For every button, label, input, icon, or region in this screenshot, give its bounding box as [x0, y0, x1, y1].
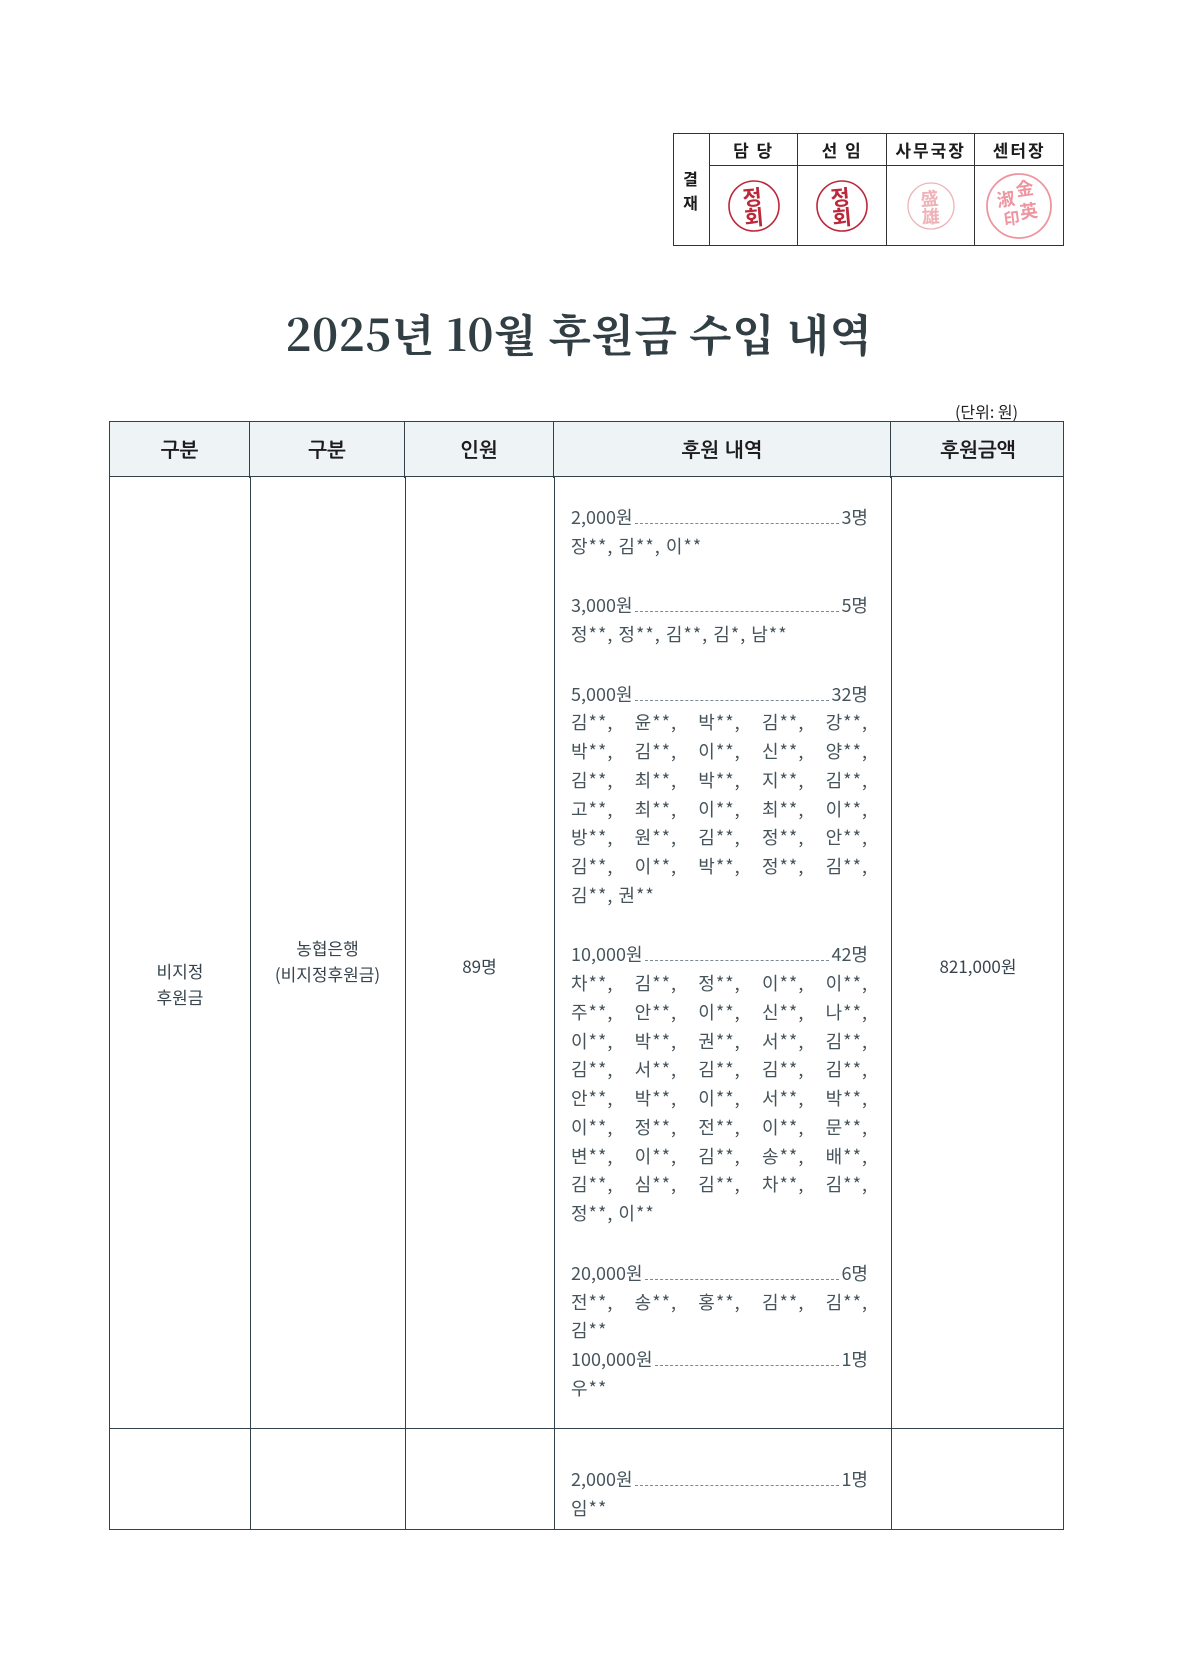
svg-text:회: 회 [743, 201, 767, 233]
svg-text:雄: 雄 [920, 202, 942, 229]
svg-text:회: 회 [831, 201, 855, 233]
svg-text:英: 英 [1018, 196, 1041, 225]
